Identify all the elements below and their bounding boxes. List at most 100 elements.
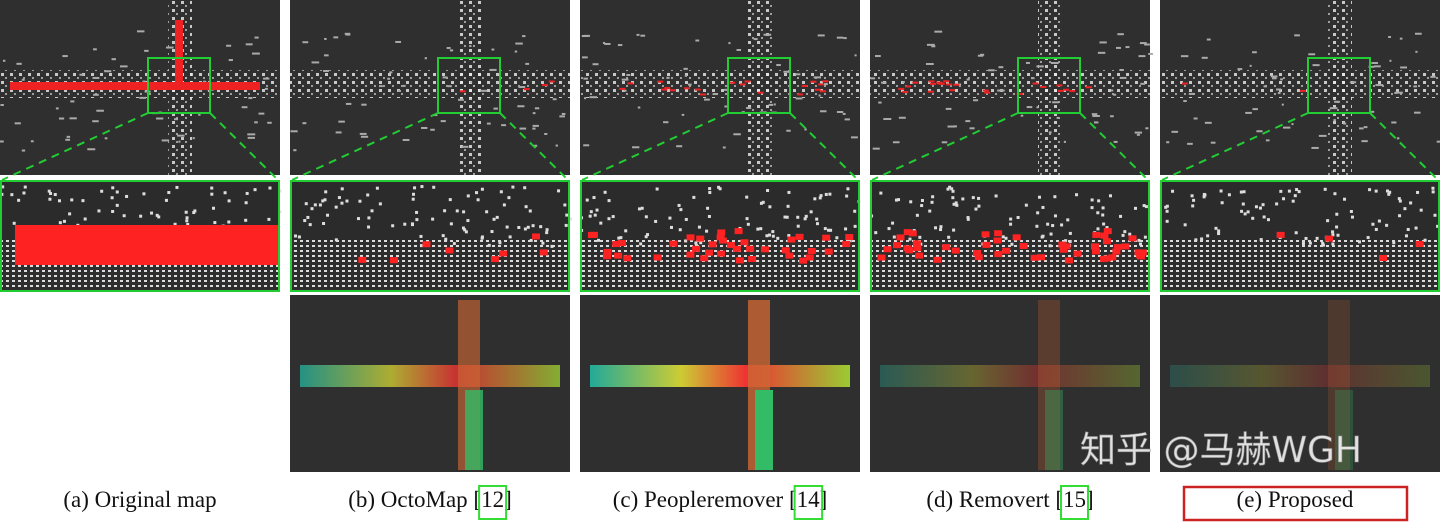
structure [1413, 85, 1417, 88]
dynamic-points [1069, 90, 1076, 93]
dynamic-points [539, 249, 548, 256]
vegetation [1350, 215, 1354, 219]
dynamic-points [744, 80, 751, 83]
structure [583, 77, 588, 80]
structure [379, 85, 383, 88]
structure [1144, 43, 1150, 46]
vegetation [939, 228, 943, 232]
dynamic-points [946, 83, 953, 86]
error-road-h [300, 365, 560, 387]
dynamic-points [612, 241, 621, 248]
structure [1280, 78, 1284, 81]
structure [559, 115, 565, 118]
vegetation [185, 219, 189, 223]
structure [1334, 100, 1340, 103]
vegetation [1097, 199, 1101, 203]
vegetation [1335, 225, 1339, 229]
structure [902, 81, 905, 84]
dynamic-points [389, 257, 398, 264]
vegetation [1291, 199, 1295, 203]
citation-box [478, 485, 508, 520]
structure [583, 34, 591, 37]
vegetation [528, 209, 532, 213]
structure [30, 140, 34, 143]
vegetation [950, 187, 954, 191]
road-v [748, 0, 772, 175]
vegetation [595, 208, 599, 212]
vegetation [1241, 202, 1245, 206]
structure [389, 71, 393, 74]
structure [532, 127, 536, 130]
zoom-frame [580, 180, 860, 292]
vegetation [366, 193, 370, 197]
vegetation [306, 215, 310, 219]
vegetation [1, 185, 5, 189]
structure [0, 140, 4, 143]
error-road-v [465, 390, 483, 470]
structure [1263, 85, 1268, 88]
vegetation [920, 204, 924, 208]
vegetation [946, 187, 950, 191]
structure [676, 145, 683, 148]
vegetation [1331, 242, 1335, 246]
vegetation [1336, 233, 1340, 237]
vegetation [324, 190, 328, 194]
vegetation [971, 196, 975, 200]
structure [532, 112, 536, 115]
zoom-box [147, 57, 211, 114]
vegetation [326, 213, 330, 217]
vegetation [1004, 236, 1008, 240]
vegetation [47, 189, 51, 193]
structure [104, 137, 108, 140]
vegetation [62, 219, 66, 223]
vegetation [462, 210, 466, 214]
vegetation [951, 196, 955, 200]
dynamic-points [532, 233, 541, 240]
structure [302, 122, 307, 125]
structure [1119, 76, 1127, 79]
vegetation [930, 200, 934, 204]
vegetation [1051, 224, 1055, 228]
dynamic-points [908, 230, 917, 237]
dynamic-points [694, 88, 701, 91]
dynamic-points [883, 246, 892, 253]
structure [626, 73, 631, 76]
structure [79, 73, 84, 76]
dynamic-points [896, 234, 905, 241]
zoom-frame [0, 180, 280, 292]
vegetation [244, 201, 248, 205]
vegetation [17, 198, 21, 202]
vegetation [1242, 190, 1246, 194]
citation[interactable]: 14 [797, 487, 821, 512]
structure [323, 70, 329, 73]
structure [403, 84, 406, 87]
structure [178, 140, 181, 143]
vegetation [589, 210, 593, 214]
vegetation [322, 222, 326, 226]
vegetation [815, 217, 819, 221]
citation[interactable]: 12 [481, 487, 504, 512]
vegetation [1183, 223, 1187, 227]
dynamic-points [903, 229, 912, 236]
vegetation [1436, 224, 1440, 228]
structure [1119, 68, 1124, 71]
vegetation [110, 196, 114, 200]
vegetation [787, 234, 791, 238]
structure [245, 43, 253, 46]
citation[interactable]: 15 [1063, 487, 1086, 512]
dynamic-points [1181, 82, 1188, 85]
vegetation [115, 203, 119, 207]
structure [1375, 84, 1384, 87]
structure [1026, 106, 1033, 109]
structure [424, 57, 427, 60]
structure [898, 116, 906, 119]
vegetation [1068, 239, 1072, 243]
vegetation [745, 217, 749, 221]
structure [1436, 140, 1440, 143]
structure [111, 58, 116, 61]
dynamic-points [805, 254, 814, 261]
structure [544, 132, 548, 135]
structure [344, 32, 351, 35]
dynamic-points [1113, 244, 1122, 251]
vegetation [684, 217, 688, 221]
